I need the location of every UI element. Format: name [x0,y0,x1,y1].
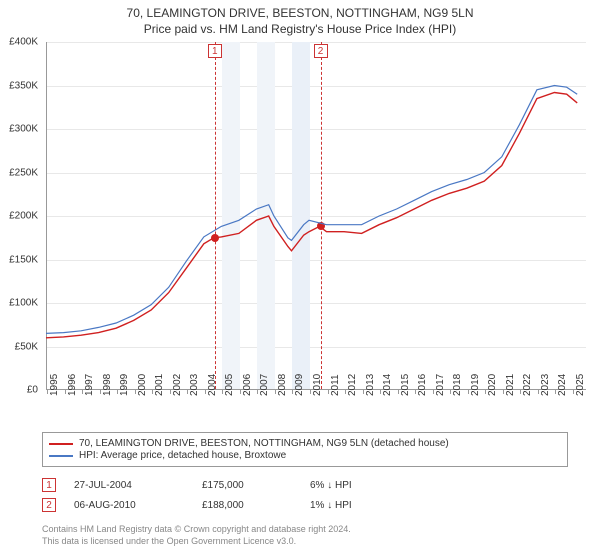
sale-row: 1 27-JUL-2004 £175,000 6% ↓ HPI [42,478,352,492]
x-axis-label: 1995 [49,374,60,396]
legend: 70, LEAMINGTON DRIVE, BEESTON, NOTTINGHA… [42,432,568,467]
footer-line-2: This data is licensed under the Open Gov… [42,536,351,548]
x-axis-label: 2023 [540,374,551,396]
sale-price: £175,000 [202,480,292,491]
sale-marker-icon: 1 [42,478,56,492]
sale-row: 2 06-AUG-2010 £188,000 1% ↓ HPI [42,498,352,512]
x-axis-label: 2022 [522,374,533,396]
y-axis-label: £0 [27,385,38,396]
legend-swatch-hpi [49,455,73,457]
x-axis-label: 2024 [557,374,568,396]
x-axis-label: 2008 [277,374,288,396]
x-axis-label: 2000 [137,374,148,396]
x-axis-label: 2011 [330,374,341,396]
x-axis-label: 2005 [224,374,235,396]
sale-delta: 1% ↓ HPI [310,500,352,511]
x-axis-label: 2015 [400,374,411,396]
sale-price: £188,000 [202,500,292,511]
sale-date: 27-JUL-2004 [74,480,184,491]
legend-label-hpi: HPI: Average price, detached house, Brox… [79,450,286,461]
x-axis-label: 1996 [67,374,78,396]
page-title: 70, LEAMINGTON DRIVE, BEESTON, NOTTINGHA… [0,6,600,20]
y-axis-label: £100K [9,298,38,309]
x-axis-label: 2012 [347,374,358,396]
series-hpi [46,86,577,334]
x-axis-label: 2020 [487,374,498,396]
x-axis-label: 1997 [84,374,95,396]
y-axis-label: £400K [9,37,38,48]
x-axis-label: 2013 [365,374,376,396]
y-axis-label: £300K [9,124,38,135]
x-axis-label: 2014 [382,374,393,396]
sale-delta: 6% ↓ HPI [310,480,352,491]
x-axis-label: 2002 [172,374,183,396]
footer-line-1: Contains HM Land Registry data © Crown c… [42,524,351,536]
y-axis-label: £250K [9,167,38,178]
chart: 12 £0£50K£100K£150K£200K£250K£300K£350K£… [46,42,586,390]
series-property [46,93,577,338]
sales-table: 1 27-JUL-2004 £175,000 6% ↓ HPI 2 06-AUG-2010… [42,478,352,518]
x-axis-label: 1998 [102,374,113,396]
legend-item-property: 70, LEAMINGTON DRIVE, BEESTON, NOTTINGHA… [49,438,561,449]
y-axis-label: £200K [9,211,38,222]
x-axis-label: 2018 [452,374,463,396]
legend-item-hpi: HPI: Average price, detached house, Brox… [49,450,561,461]
x-axis-label: 2019 [470,374,481,396]
x-axis-label: 1999 [119,374,130,396]
x-axis-label: 2017 [435,374,446,396]
x-axis-label: 2025 [575,374,586,396]
x-axis-label: 2006 [242,374,253,396]
x-axis-label: 2007 [259,374,270,396]
legend-swatch-property [49,443,73,445]
sale-marker-icon: 2 [42,498,56,512]
x-axis-label: 2016 [417,374,428,396]
x-axis-label: 2009 [294,374,305,396]
y-axis-label: £150K [9,254,38,265]
x-axis-label: 2001 [154,374,165,396]
x-axis-label: 2010 [312,374,323,396]
x-axis-label: 2004 [207,374,218,396]
footer: Contains HM Land Registry data © Crown c… [42,524,351,547]
page-subtitle: Price paid vs. HM Land Registry's House … [0,22,600,36]
legend-label-property: 70, LEAMINGTON DRIVE, BEESTON, NOTTINGHA… [79,438,449,449]
sale-date: 06-AUG-2010 [74,500,184,511]
y-axis-label: £50K [15,341,38,352]
y-axis-label: £350K [9,80,38,91]
x-axis-label: 2003 [189,374,200,396]
x-axis-label: 2021 [505,374,516,396]
